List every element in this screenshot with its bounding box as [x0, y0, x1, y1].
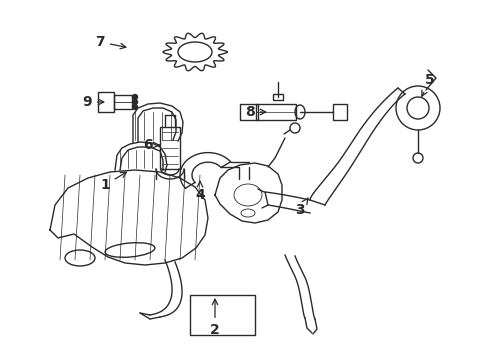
Text: 2: 2 — [210, 299, 220, 337]
Text: 9: 9 — [82, 95, 103, 109]
Text: 5: 5 — [421, 73, 434, 96]
Text: 8: 8 — [244, 105, 265, 119]
Text: 7: 7 — [95, 35, 125, 49]
Circle shape — [132, 99, 137, 104]
Text: 3: 3 — [295, 198, 307, 217]
Circle shape — [132, 104, 137, 109]
Text: 1: 1 — [100, 172, 126, 192]
Text: 4: 4 — [195, 181, 204, 202]
Text: 6: 6 — [143, 138, 159, 152]
Circle shape — [132, 94, 137, 99]
